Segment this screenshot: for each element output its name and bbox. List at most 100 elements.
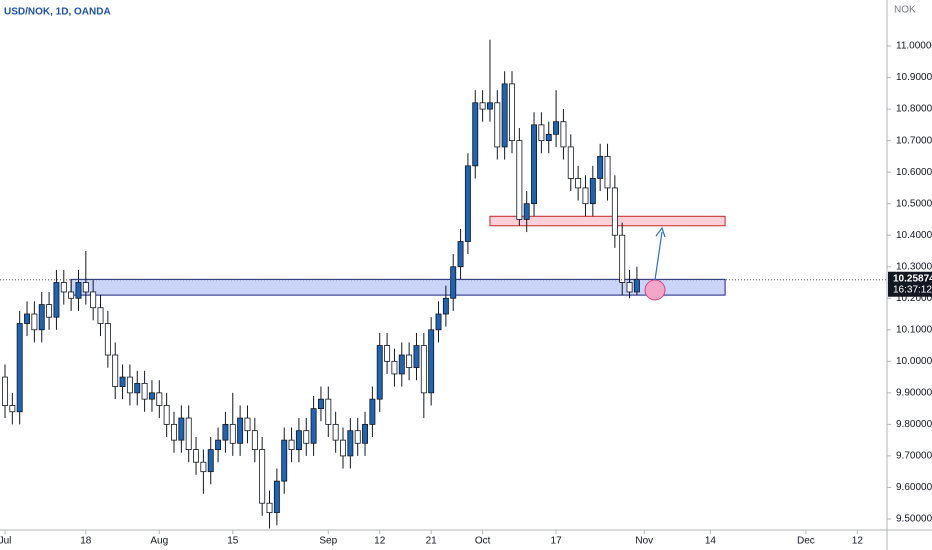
candle-body — [141, 382, 148, 400]
candle-body — [435, 313, 442, 331]
candle-body — [266, 502, 273, 514]
candle-body — [171, 423, 177, 441]
candle-body — [222, 423, 229, 441]
candle-body — [553, 121, 560, 135]
x-tick-label: Aug — [150, 536, 168, 547]
candle-body — [619, 234, 626, 283]
candle-body — [398, 354, 405, 375]
x-tick-label: 12 — [852, 536, 864, 547]
y-axis-label: NOK — [894, 5, 916, 16]
x-tick-label: 18 — [80, 536, 92, 547]
y-tick-label: 10.10000 — [896, 324, 932, 335]
candle-body — [237, 417, 244, 444]
candle-body — [207, 449, 214, 473]
candle-body — [354, 430, 361, 444]
y-tick-label: 10.00000 — [896, 356, 932, 367]
y-tick-label: 9.60000 — [896, 482, 932, 493]
candle-body — [516, 140, 523, 220]
candle-body — [9, 405, 16, 413]
arrow-head — [655, 226, 666, 238]
x-tick-label: Nov — [635, 536, 653, 547]
candle-body — [46, 304, 53, 318]
x-tick-label: 12 — [374, 536, 386, 547]
x-tick-label: Sep — [319, 536, 337, 547]
x-tick-label: 14 — [705, 536, 717, 547]
arrow-shaft — [654, 231, 663, 281]
candle-body — [163, 405, 170, 425]
candle-body — [391, 360, 398, 375]
candle-body — [626, 282, 633, 293]
candle-body — [193, 449, 200, 463]
y-tick-label: 9.50000 — [896, 514, 932, 525]
y-tick-label: 9.90000 — [896, 387, 932, 398]
x-tick-label: Oct — [475, 536, 491, 547]
candle-body — [464, 165, 471, 242]
candle-body — [611, 187, 618, 236]
candle-body — [362, 423, 369, 444]
y-tick-label: 11.00000 — [896, 41, 932, 52]
candle-body — [538, 124, 545, 142]
zone — [489, 215, 726, 227]
candle-body — [428, 329, 435, 394]
candle-body — [589, 178, 596, 205]
plot: 9.50000 9.60000 9.70000 9.80000 9.90000 10.00… — [0, 39, 932, 547]
x-tick-label: 15 — [227, 536, 239, 547]
candle-body — [369, 398, 376, 425]
candle-body — [633, 278, 640, 293]
candle-body — [126, 376, 133, 394]
candle-body — [486, 102, 493, 110]
candle-body — [582, 187, 589, 205]
candle-body — [340, 439, 346, 457]
candle-body — [295, 430, 302, 451]
candle-body — [472, 102, 479, 167]
candle-body — [509, 83, 515, 142]
candle-body — [31, 313, 38, 331]
x-tick-label: 21 — [426, 536, 438, 547]
candle-body — [60, 282, 67, 293]
candle-body — [288, 439, 295, 451]
y-tick-label: 10.80000 — [896, 104, 932, 115]
candle-body — [273, 480, 280, 514]
candle-body — [567, 146, 574, 179]
candle-body — [24, 313, 31, 324]
candle-body — [325, 398, 332, 425]
candle-body — [229, 423, 236, 444]
y-tick-label: 10.50000 — [896, 198, 932, 209]
candle-body — [376, 345, 383, 400]
candle-body — [442, 297, 449, 315]
candle-body — [148, 392, 155, 400]
candle-body — [597, 155, 604, 179]
candle-body — [244, 417, 251, 432]
candle-body — [413, 345, 420, 369]
candle-body — [119, 376, 126, 387]
candle-body — [68, 291, 75, 299]
candle-body — [200, 461, 207, 473]
candle-body — [112, 354, 119, 387]
candle-body — [575, 178, 582, 189]
candle-body — [75, 282, 82, 299]
candle-body — [178, 417, 185, 441]
candle-body — [156, 392, 163, 406]
candle-body — [82, 282, 89, 293]
candle-body — [450, 266, 457, 299]
chart-title: USD/NOK, 1D, OANDA — [4, 7, 111, 18]
candle-body — [347, 430, 354, 457]
candle-body — [104, 323, 111, 356]
candle-body — [134, 382, 141, 394]
candle-body — [523, 203, 530, 220]
candle-body — [457, 241, 464, 268]
marker-circle — [644, 279, 666, 301]
y-tick-label: 9.70000 — [896, 451, 932, 462]
candle-body — [501, 83, 508, 148]
candle-body — [97, 307, 104, 324]
y-tick-label: 10.70000 — [896, 135, 932, 146]
candle-body — [406, 354, 413, 369]
candle-body — [215, 439, 222, 451]
candle-body — [310, 408, 317, 444]
y-tick-label: 9.80000 — [896, 419, 932, 430]
candle-body — [317, 398, 324, 410]
last-price-box — [888, 271, 932, 297]
candle-body — [281, 439, 288, 482]
candle-body — [384, 345, 391, 362]
